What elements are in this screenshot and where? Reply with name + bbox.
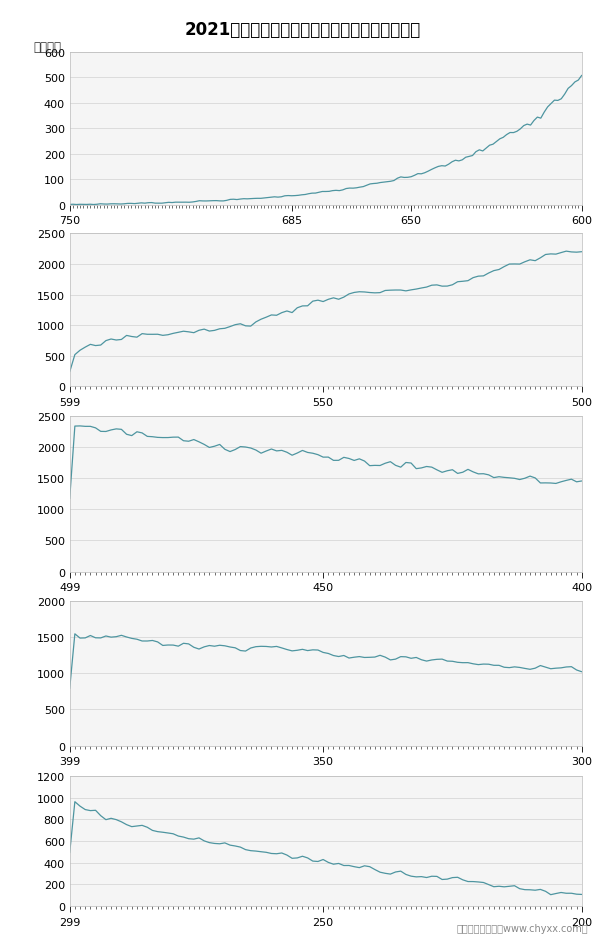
Text: 2021年山东省夏季高考考生各分数段明细统计图: 2021年山东省夏季高考考生各分数段明细统计图 <box>185 21 421 39</box>
Text: 制图：智研咨询（www.chyxx.com）: 制图：智研咨询（www.chyxx.com） <box>456 922 588 933</box>
Text: 单位：人: 单位：人 <box>33 41 61 54</box>
